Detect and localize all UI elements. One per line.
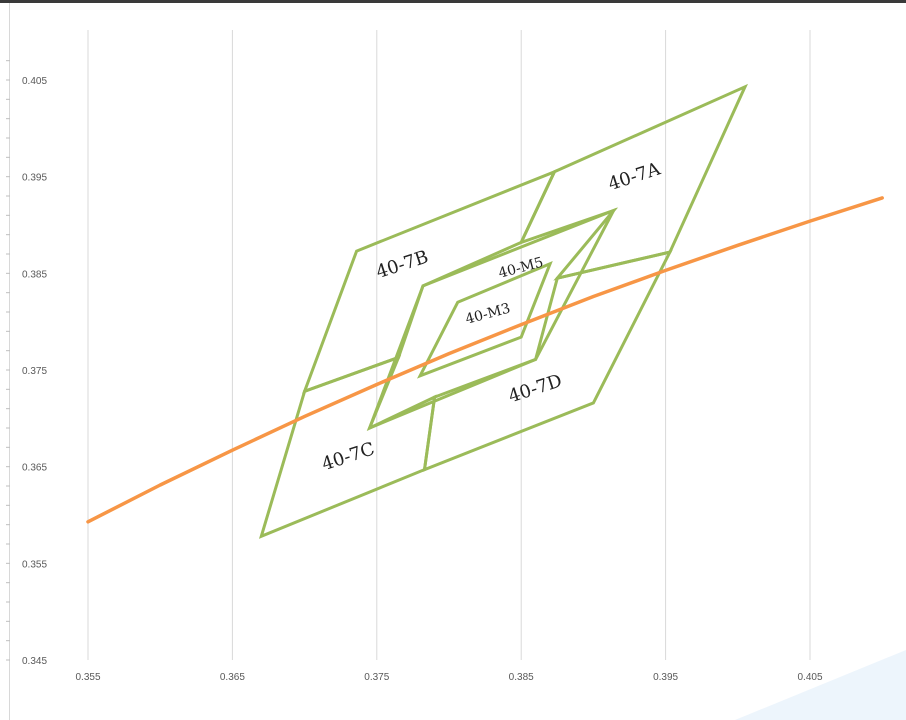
region-label-40-7d: 40-7D: [506, 370, 565, 407]
y-tick-label-1: 0.395: [22, 173, 47, 184]
curve-line-0: [86, 196, 884, 524]
left-border: [0, 3, 10, 720]
x-tick-label-3: 0.385: [509, 672, 534, 683]
y-tick-label-5: 0.355: [22, 559, 47, 570]
region-label-40-7a: 40-7A: [606, 158, 664, 195]
x-tick-label-2: 0.375: [364, 672, 389, 683]
x-tick-label-0: 0.355: [75, 672, 100, 683]
y-tick-label-2: 0.385: [22, 269, 47, 280]
x-tick-label-4: 0.395: [653, 672, 678, 683]
region-40-m3: [416, 260, 553, 379]
y-axis-ticks: [6, 60, 10, 661]
region-label-40-7c: 40-7C: [319, 438, 377, 475]
y-tick-label-6: 0.345: [22, 656, 47, 667]
grid-lines: [87, 30, 811, 660]
y-tick-label-4: 0.365: [22, 463, 47, 474]
axis-tick-labels: 0.355 0.365 0.375 0.385 0.395 0.405 0.405 0.395…: [22, 76, 823, 683]
x-tick-label-1: 0.365: [220, 672, 245, 683]
y-tick-label-0: 0.405: [22, 76, 47, 87]
region-outlines: [258, 83, 749, 539]
y-tick-label-3: 0.375: [22, 366, 47, 377]
region-label-40-7b: 40-7B: [374, 246, 432, 283]
top-border: [0, 0, 906, 3]
region-label-40-m3: 40-M3: [464, 300, 512, 327]
x-tick-label-5: 0.405: [797, 672, 822, 683]
curve-series: [86, 196, 884, 524]
